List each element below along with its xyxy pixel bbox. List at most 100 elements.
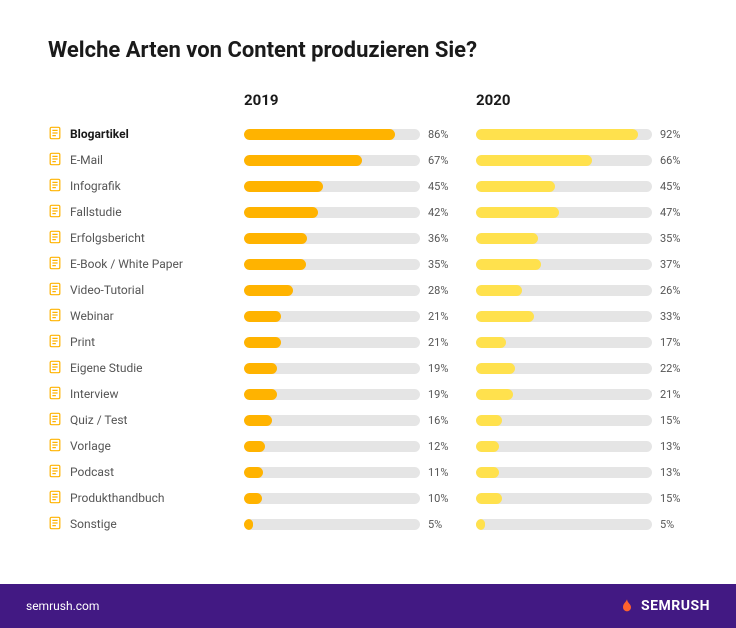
bar-cell: 45% <box>244 173 456 199</box>
row-label-text: E-Mail <box>70 153 103 167</box>
bar-track <box>476 181 652 192</box>
bar-pct-label: 86% <box>428 128 456 141</box>
bar-track <box>476 363 652 374</box>
bar-fill <box>476 233 538 244</box>
row-label: Video-Tutorial <box>48 277 224 303</box>
brand-flame-icon <box>619 598 635 614</box>
document-icon <box>48 282 62 299</box>
document-icon <box>48 308 62 325</box>
bar-cell: 5% <box>244 511 456 537</box>
document-icon <box>48 178 62 195</box>
bar-cell: 37% <box>476 251 688 277</box>
bar-track <box>244 337 420 348</box>
bar-fill <box>244 285 293 296</box>
bar-track <box>244 415 420 426</box>
bar-fill <box>244 493 262 504</box>
bar-track <box>244 285 420 296</box>
bar-track <box>244 129 420 140</box>
footer-bar: semrush.com SEMRUSH <box>0 584 736 628</box>
bar-pct-label: 35% <box>428 258 456 271</box>
bar-pct-label: 19% <box>428 362 456 375</box>
bar-cell: 15% <box>476 485 688 511</box>
row-label: Sonstige <box>48 511 224 537</box>
bar-pct-label: 21% <box>428 336 456 349</box>
bar-track <box>244 519 420 530</box>
bar-track <box>244 467 420 478</box>
bar-track <box>476 415 652 426</box>
bar-pct-label: 10% <box>428 492 456 505</box>
bar-pct-label: 13% <box>660 440 688 453</box>
bar-pct-label: 13% <box>660 466 688 479</box>
bar-cell: 86% <box>244 121 456 147</box>
bar-cell: 35% <box>244 251 456 277</box>
bar-track <box>244 207 420 218</box>
row-label: Fallstudie <box>48 199 224 225</box>
bar-track <box>476 467 652 478</box>
bar-pct-label: 22% <box>660 362 688 375</box>
bar-track <box>476 259 652 270</box>
bar-track <box>476 441 652 452</box>
bar-track <box>244 259 420 270</box>
bar-fill <box>244 207 318 218</box>
row-label-text: Vorlage <box>70 439 111 453</box>
bar-cell: 35% <box>476 225 688 251</box>
bar-cell: 22% <box>476 355 688 381</box>
row-label: E-Mail <box>48 147 224 173</box>
document-icon <box>48 256 62 273</box>
bar-cell: 21% <box>244 303 456 329</box>
bar-fill <box>476 285 522 296</box>
row-label-text: Print <box>70 335 95 349</box>
bar-track <box>476 493 652 504</box>
year-header-2020: 2020 <box>476 91 688 109</box>
document-icon <box>48 464 62 481</box>
bar-track <box>244 181 420 192</box>
bar-pct-label: 42% <box>428 206 456 219</box>
bar-cell: 19% <box>244 381 456 407</box>
bar-fill <box>476 337 506 348</box>
row-label: Erfolgsbericht <box>48 225 224 251</box>
bar-pct-label: 37% <box>660 258 688 271</box>
bar-fill <box>476 519 485 530</box>
row-label-text: Eigene Studie <box>70 361 143 375</box>
document-icon <box>48 334 62 351</box>
bar-fill <box>476 415 502 426</box>
bar-pct-label: 35% <box>660 232 688 245</box>
bar-fill <box>244 155 362 166</box>
bar-fill <box>476 207 559 218</box>
row-label-text: E-Book / White Paper <box>70 257 183 271</box>
bar-pct-label: 47% <box>660 206 688 219</box>
bar-cell: 36% <box>244 225 456 251</box>
bar-cell: 11% <box>244 459 456 485</box>
bar-track <box>476 389 652 400</box>
bar-pct-label: 67% <box>428 154 456 167</box>
bar-cell: 92% <box>476 121 688 147</box>
bar-fill <box>244 441 265 452</box>
bar-fill <box>476 467 499 478</box>
bar-track <box>476 129 652 140</box>
chart-title: Welche Arten von Content produzieren Sie… <box>48 38 688 63</box>
bar-track <box>244 441 420 452</box>
bar-cell: 21% <box>244 329 456 355</box>
bar-pct-label: 66% <box>660 154 688 167</box>
bar-cell: 47% <box>476 199 688 225</box>
bar-fill <box>476 493 502 504</box>
document-icon <box>48 230 62 247</box>
bar-cell: 19% <box>244 355 456 381</box>
bar-track <box>244 311 420 322</box>
bar-fill <box>476 155 592 166</box>
bar-track <box>476 285 652 296</box>
bar-fill <box>476 311 534 322</box>
row-label-text: Interview <box>70 387 118 401</box>
bar-track <box>244 493 420 504</box>
bar-cell: 42% <box>244 199 456 225</box>
footer-site: semrush.com <box>26 599 99 613</box>
bar-track <box>476 337 652 348</box>
bar-fill <box>244 389 277 400</box>
document-icon <box>48 386 62 403</box>
bar-fill <box>244 129 395 140</box>
bar-fill <box>476 363 515 374</box>
document-icon <box>48 360 62 377</box>
document-icon <box>48 516 62 533</box>
brand-text: SEMRUSH <box>641 598 710 614</box>
row-label-text: Sonstige <box>70 517 117 531</box>
